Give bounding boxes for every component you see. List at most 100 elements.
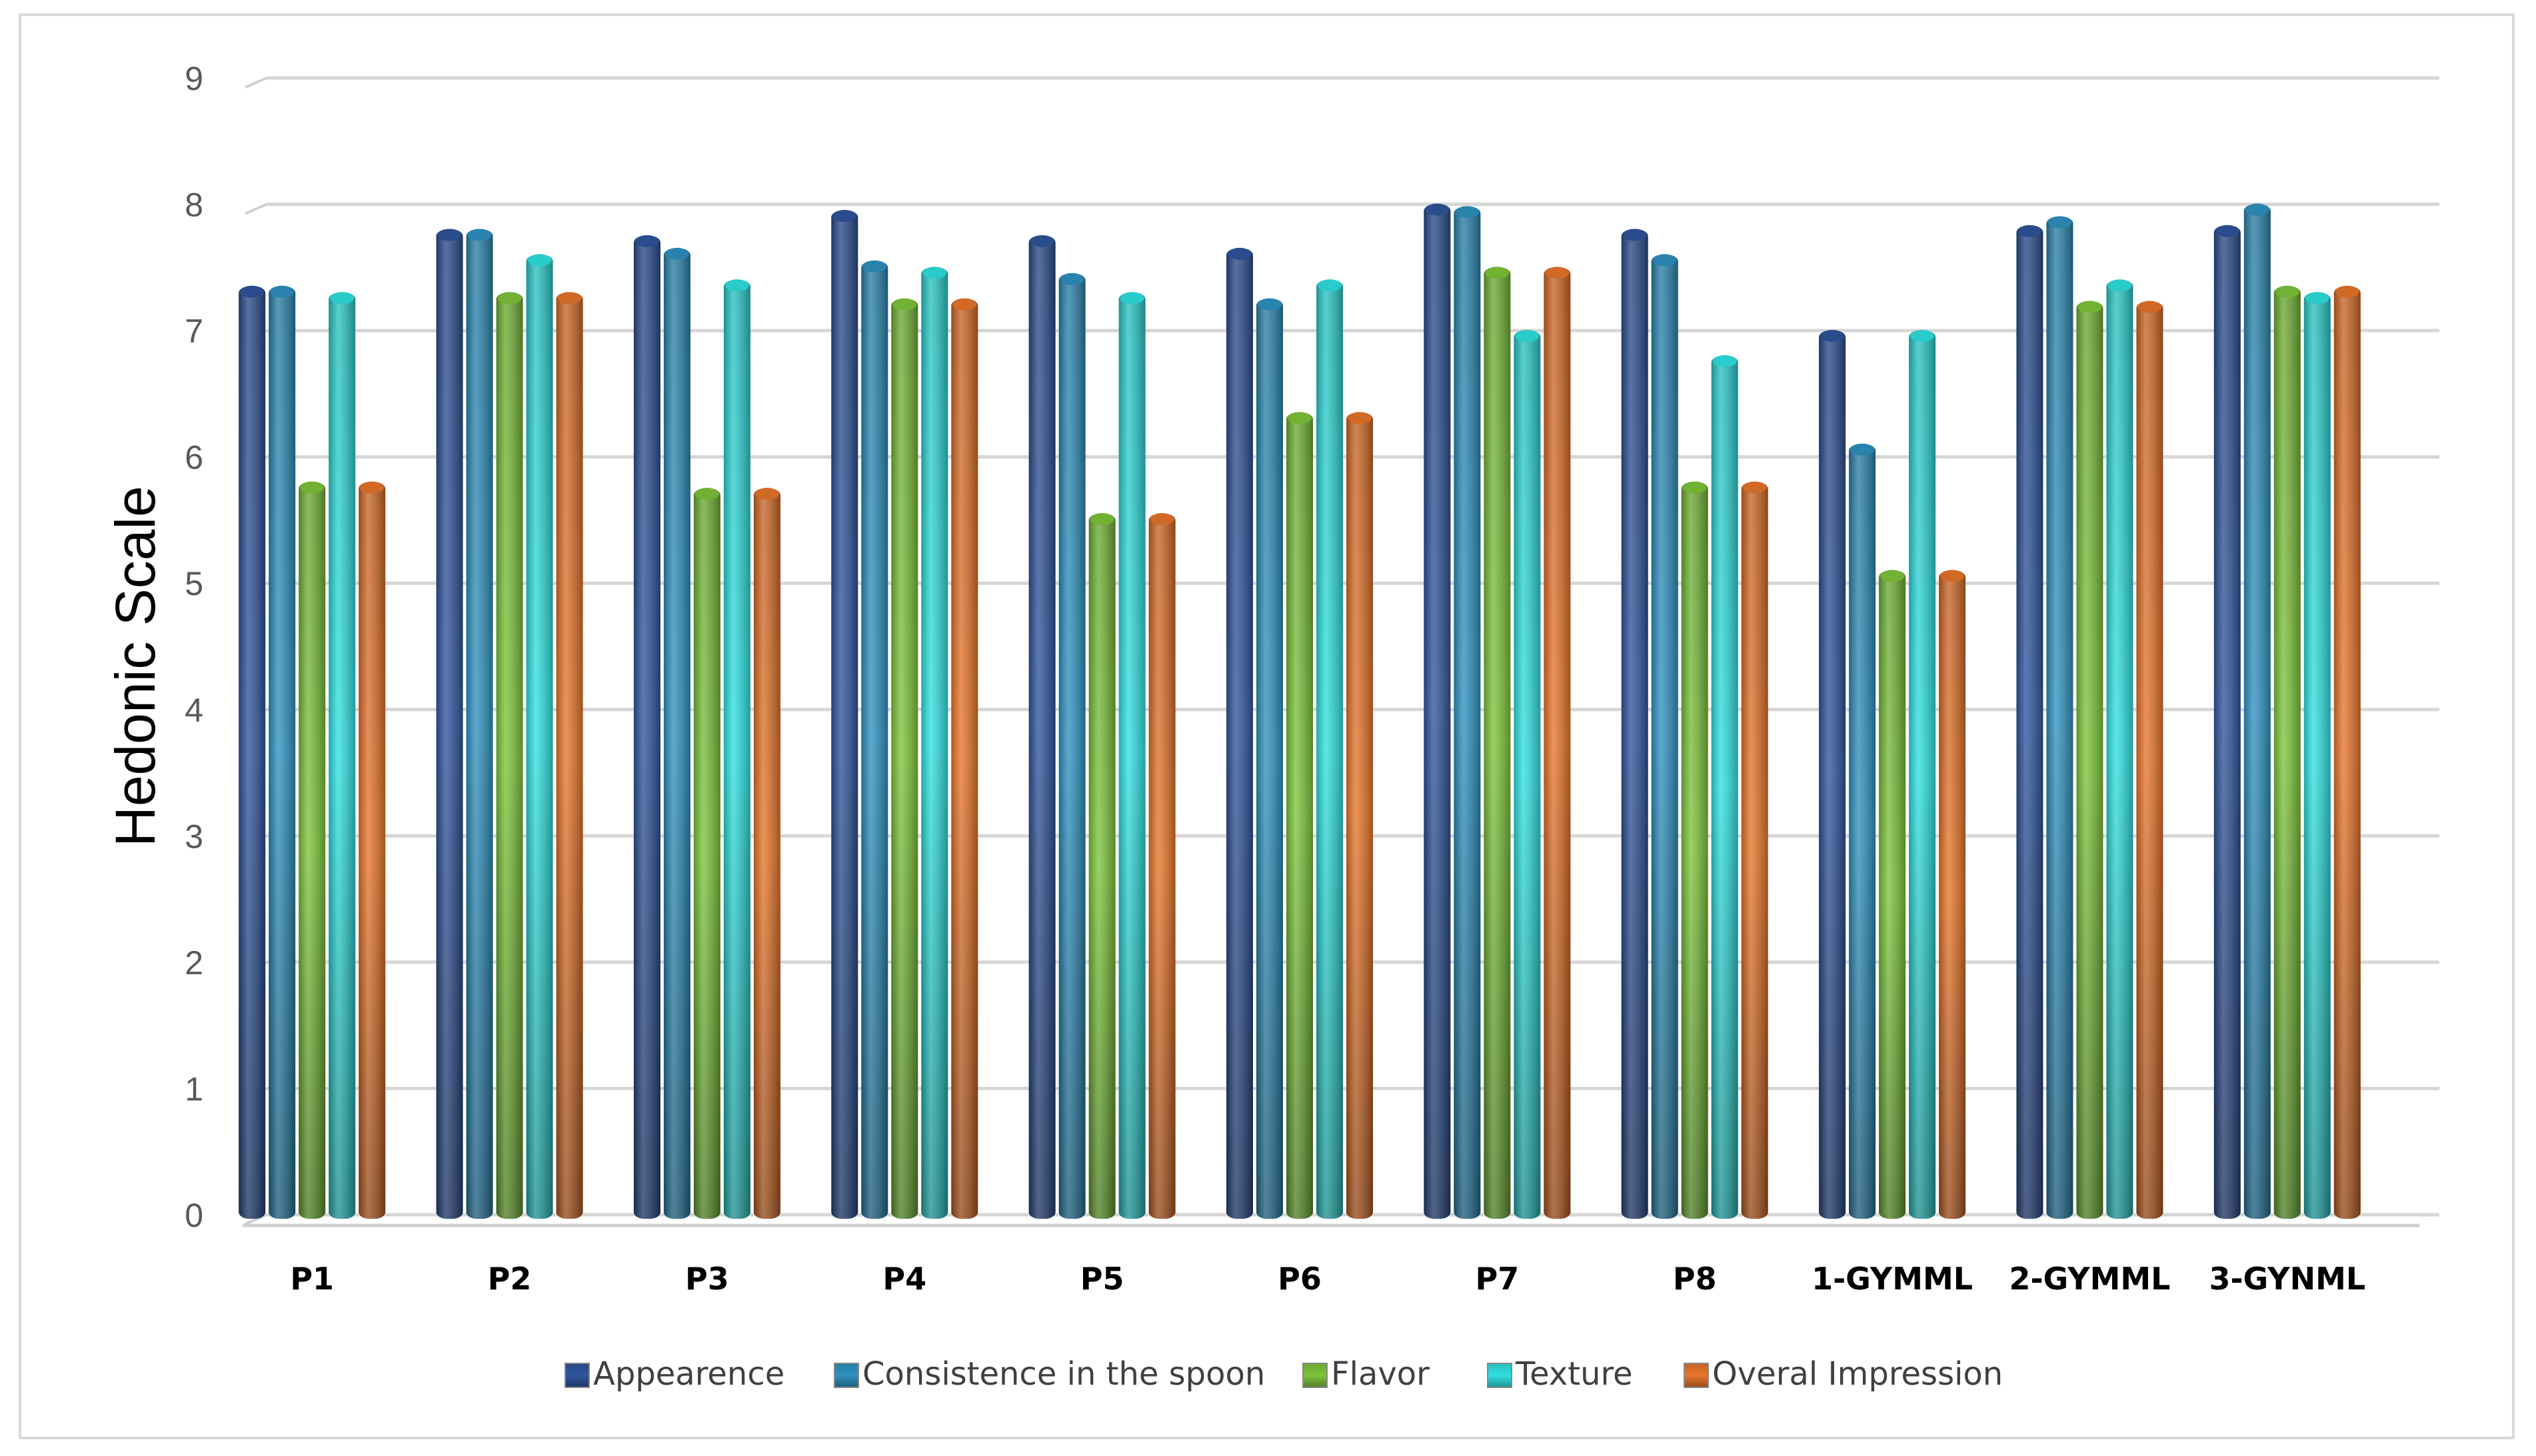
bar [663, 247, 690, 1219]
legend-label: Flavor [1331, 1355, 1430, 1393]
bars [239, 203, 2361, 1219]
bar-cap [2017, 225, 2042, 237]
y-tick-label: 2 [185, 944, 203, 982]
bar-cap [2275, 285, 2299, 298]
bar-shading [2046, 217, 2073, 1219]
x-tick-label: P5 [1080, 1261, 1124, 1297]
bar-cap [1120, 292, 1144, 305]
bar-cap [1880, 570, 1905, 582]
bar-shading [1226, 248, 1253, 1219]
bar [2243, 203, 2271, 1219]
bar [2136, 301, 2163, 1219]
bar [466, 229, 493, 1219]
x-tick-label: 1-GYMML [1812, 1261, 1973, 1297]
x-tick-label: P3 [685, 1261, 729, 1297]
bar [2213, 225, 2241, 1219]
bar-shading [466, 229, 493, 1219]
bar-cap [2137, 301, 2162, 313]
bar-cap [330, 292, 355, 305]
legend-item: Flavor [1302, 1355, 1430, 1393]
bar-shading [1939, 570, 1966, 1219]
bar-shading [753, 488, 780, 1219]
bar [1424, 203, 1451, 1219]
bar [1681, 481, 1708, 1219]
bar-shading [1711, 356, 1738, 1219]
bar-cap [1090, 512, 1114, 525]
bar-cap [2245, 203, 2269, 216]
bar-cap [1622, 229, 1647, 241]
legend-item: Consistence in the spoon [834, 1355, 1265, 1393]
bar-shading [633, 235, 660, 1219]
bar-shading [556, 293, 583, 1219]
bar-cap [694, 488, 719, 500]
bar-shading [1544, 267, 1571, 1219]
bar-shading [2016, 225, 2043, 1219]
bar [2016, 225, 2043, 1219]
bar-shading [921, 267, 948, 1219]
bar-cap [1682, 481, 1707, 494]
bar-cap [832, 210, 857, 223]
legend-label: Texture [1515, 1355, 1633, 1393]
bar-cap [1348, 412, 1372, 424]
y-tick-label: 0 [185, 1197, 203, 1234]
bar [1484, 267, 1511, 1219]
bar-cap [1030, 235, 1054, 247]
bar-cap [1318, 279, 1342, 292]
bar-cap [724, 279, 749, 292]
bar-shading [2076, 301, 2103, 1219]
x-tick-label: 2-GYMML [2009, 1261, 2170, 1297]
legend-swatch [1684, 1363, 1709, 1388]
bar-shading [1148, 513, 1176, 1219]
bar-cap [1288, 412, 1312, 424]
bar-shading [359, 482, 386, 1219]
bar-shading [496, 293, 523, 1219]
x-tick-label: P4 [882, 1261, 926, 1297]
bar [436, 229, 463, 1219]
gridline-depth [245, 77, 267, 89]
bar-shading [693, 488, 720, 1219]
gridline-depth [245, 203, 267, 215]
bar-shading [436, 229, 463, 1219]
bar [1286, 412, 1313, 1219]
bar [556, 292, 583, 1219]
bar-cap [1712, 355, 1737, 368]
bar-shading [2106, 280, 2133, 1219]
legend-item: Overal Impression [1684, 1355, 2003, 1393]
bar [239, 285, 266, 1219]
bar-shading [1454, 207, 1481, 1219]
bar-shading [891, 299, 918, 1219]
legend-swatch [834, 1363, 859, 1388]
legend-item: Texture [1487, 1355, 1633, 1393]
legend-swatch [565, 1363, 590, 1388]
bar-shading [1879, 570, 1906, 1219]
bar-shading [2303, 293, 2331, 1219]
bar [329, 292, 356, 1219]
bar [1879, 570, 1906, 1219]
y-tick-label: 3 [185, 818, 203, 855]
bar [753, 488, 780, 1219]
bar-shading [1088, 513, 1116, 1219]
y-axis-ticks: 0 1 2 3 4 5 6 7 8 9 [185, 60, 203, 1234]
bar-cap [1258, 298, 1282, 311]
bar-cap [862, 260, 887, 273]
bar-cap [2215, 225, 2239, 237]
bar [1454, 206, 1481, 1219]
bar-shading [1819, 331, 1846, 1219]
legend-label: Overal Impression [1712, 1355, 2003, 1393]
bar-shading [2243, 204, 2271, 1219]
bar-shading [1316, 280, 1343, 1219]
bar-shading [1651, 255, 1678, 1219]
bar-cap [1228, 247, 1252, 260]
bar [1226, 247, 1253, 1219]
bar-cap [754, 488, 779, 500]
bar [1148, 512, 1176, 1219]
bar [2106, 279, 2133, 1219]
legend-swatch [1487, 1363, 1512, 1388]
bar-shading [239, 286, 266, 1219]
bar-cap [1652, 254, 1677, 267]
y-tick-label: 4 [185, 692, 203, 729]
bar-shading [1484, 267, 1511, 1219]
y-tick-label: 1 [185, 1070, 203, 1107]
bar-cap [1455, 206, 1480, 219]
